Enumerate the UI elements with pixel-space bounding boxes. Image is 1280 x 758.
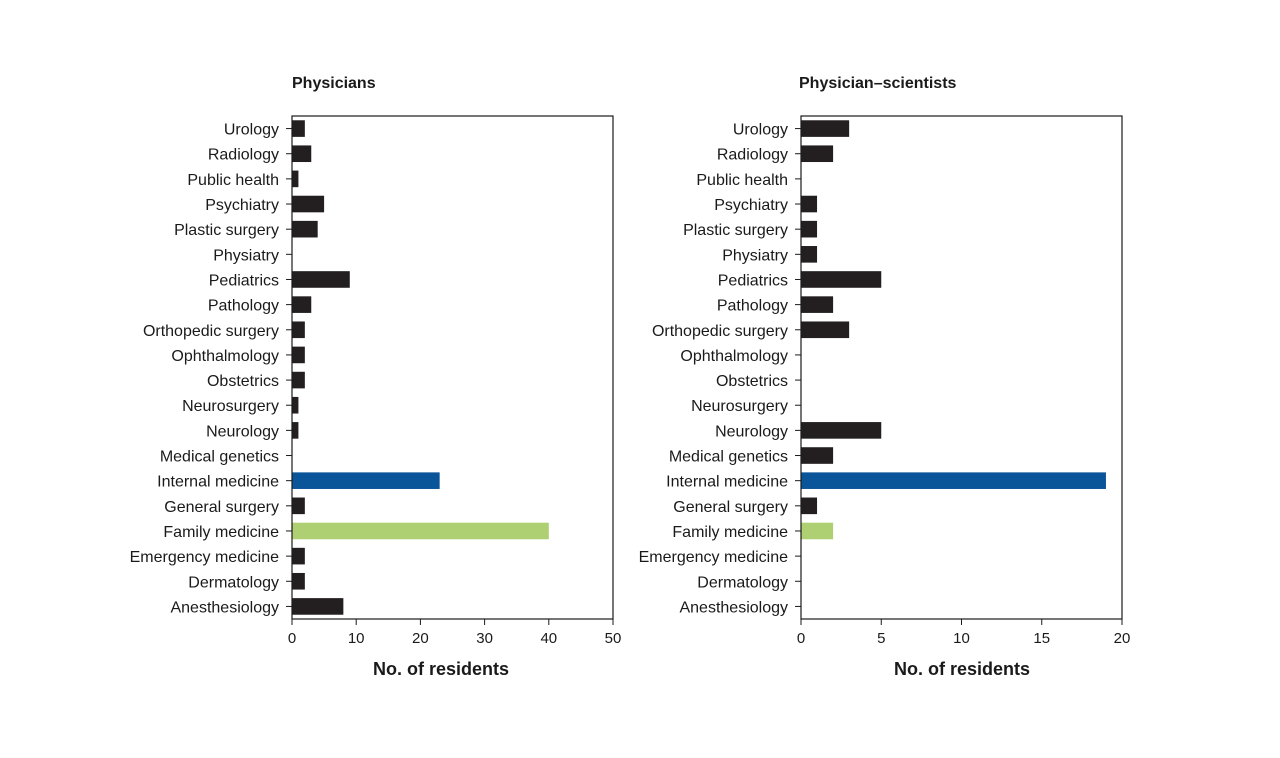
bar-neurosurgery	[292, 396, 299, 414]
category-label-public-health: Public health	[187, 172, 279, 189]
category-label-anesthesiology: Anesthesiology	[170, 599, 279, 616]
bar-internal-medicine	[292, 472, 440, 489]
x-tick-label: 40	[540, 630, 557, 647]
category-label-emergency-medicine: Emergency medicine	[130, 549, 280, 566]
category-label-radiology: Radiology	[208, 147, 279, 164]
category-label-neurosurgery: Neurosurgery	[691, 398, 788, 415]
bar-orthopedic-surgery	[801, 321, 850, 339]
category-label-psychiatry: Psychiatry	[205, 197, 279, 214]
category-label-neurosurgery: Neurosurgery	[182, 398, 279, 415]
category-label-dermatology: Dermatology	[188, 574, 279, 591]
bar-radiology	[801, 145, 834, 163]
category-label-plastic-surgery: Plastic surgery	[174, 222, 279, 239]
bar-family-medicine	[292, 522, 549, 540]
bar-general-surgery	[292, 497, 305, 515]
bar-psychiatry	[801, 195, 818, 213]
panel-title: Physicians	[292, 75, 376, 92]
bar-public-health	[292, 170, 299, 188]
bar-neurology	[292, 422, 299, 439]
physicians-panel: Physicians Urology Radiology Public health P…	[130, 75, 622, 679]
bar-medical-genetics	[801, 447, 834, 464]
x-tick-label: 10	[953, 630, 970, 647]
category-label-internal-medicine: Internal medicine	[666, 474, 788, 491]
category-label-pathology: Pathology	[208, 298, 279, 315]
category-label-pediatrics: Pediatrics	[209, 272, 279, 289]
category-label-physiatry: Physiatry	[722, 247, 788, 264]
category-label-emergency-medicine: Emergency medicine	[639, 549, 789, 566]
bar-pathology	[801, 296, 834, 313]
bar-pathology	[292, 296, 312, 313]
category-label-pediatrics: Pediatrics	[718, 272, 788, 289]
bar-psychiatry	[292, 195, 325, 213]
x-tick-label: 15	[1033, 630, 1050, 647]
bar-general-surgery	[801, 497, 818, 515]
bar-radiology	[292, 145, 312, 163]
x-tick-label: 5	[877, 630, 885, 647]
category-label-medical-genetics: Medical genetics	[669, 449, 788, 466]
x-tick-label: 20	[1114, 630, 1131, 647]
x-tick-label: 50	[605, 630, 622, 647]
x-tick-label: 20	[412, 630, 429, 647]
category-label-obstetrics: Obstetrics	[716, 373, 788, 390]
bar-orthopedic-surgery	[292, 321, 305, 339]
category-label-plastic-surgery: Plastic surgery	[683, 222, 788, 239]
category-label-ophthalmology: Ophthalmology	[680, 348, 788, 365]
category-label-medical-genetics: Medical genetics	[160, 449, 279, 466]
category-label-dermatology: Dermatology	[697, 574, 788, 591]
bar-urology	[292, 120, 305, 137]
plot-frame	[800, 115, 1123, 620]
category-label-physiatry: Physiatry	[213, 247, 279, 264]
category-label-neurology: Neurology	[715, 423, 788, 440]
panel-title: Physician–scientists	[799, 75, 957, 92]
bar-family-medicine	[801, 522, 834, 540]
category-label-general-surgery: General surgery	[164, 499, 279, 516]
category-label-neurology: Neurology	[206, 423, 279, 440]
bar-physiatry	[801, 246, 818, 263]
category-label-radiology: Radiology	[717, 147, 788, 164]
category-label-public-health: Public health	[696, 172, 788, 189]
x-tick-label: 10	[348, 630, 365, 647]
physician-scientists-panel: Physician–scientists Urology Radiology Publ…	[639, 75, 1131, 679]
bar-neurology	[801, 422, 882, 439]
bar-internal-medicine	[801, 472, 1106, 489]
x-axis-label: No. of residents	[894, 659, 1030, 679]
category-label-orthopedic-surgery: Orthopedic surgery	[143, 323, 279, 340]
x-tick-label: 0	[797, 630, 805, 647]
bar-anesthesiology	[292, 598, 344, 615]
category-label-urology: Urology	[224, 122, 279, 139]
category-label-urology: Urology	[733, 122, 788, 139]
category-label-orthopedic-surgery: Orthopedic surgery	[652, 323, 788, 340]
bar-plastic-surgery	[292, 220, 318, 238]
bar-plastic-surgery	[801, 220, 818, 238]
bar-obstetrics	[292, 371, 305, 389]
category-label-internal-medicine: Internal medicine	[157, 474, 279, 491]
category-label-psychiatry: Psychiatry	[714, 197, 788, 214]
x-tick-label: 30	[476, 630, 493, 647]
bar-emergency-medicine	[292, 547, 305, 565]
category-label-ophthalmology: Ophthalmology	[171, 348, 279, 365]
category-label-anesthesiology: Anesthesiology	[679, 599, 788, 616]
x-axis-label: No. of residents	[373, 659, 509, 679]
category-label-pathology: Pathology	[717, 298, 788, 315]
plot-frame	[291, 115, 614, 620]
bar-ophthalmology	[292, 346, 305, 364]
bar-pediatrics	[801, 271, 882, 288]
bar-urology	[801, 120, 850, 137]
bar-pediatrics	[292, 271, 350, 288]
x-tick-label: 0	[288, 630, 296, 647]
category-label-obstetrics: Obstetrics	[207, 373, 279, 390]
category-label-family-medicine: Family medicine	[672, 524, 788, 541]
bar-dermatology	[292, 572, 305, 590]
category-label-general-surgery: General surgery	[673, 499, 788, 516]
category-label-family-medicine: Family medicine	[163, 524, 279, 541]
